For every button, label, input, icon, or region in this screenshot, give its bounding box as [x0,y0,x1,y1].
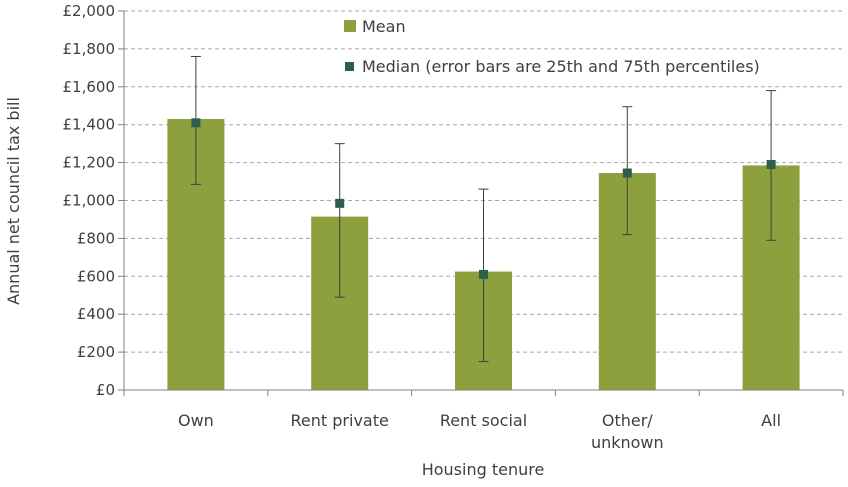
category-label: All [761,411,781,430]
y-tick-label: £800 [77,229,115,247]
y-tick-label: £600 [77,267,115,285]
median-marker [766,159,776,169]
legend-label-median: Median (error bars are 25th and 75th per… [362,57,760,76]
category-label: Other/unknown [591,411,664,452]
y-tick-label: £1,400 [63,116,116,134]
y-axis-title: Annual net council tax bill [4,97,23,305]
median-markers [191,118,776,279]
y-tick-label: £400 [77,305,115,323]
error-bars [190,55,777,363]
median-marker [335,198,345,208]
y-tick-label: £1,600 [63,78,116,96]
x-axis-title: Housing tenure [422,460,545,479]
category-label: Rent private [291,411,389,430]
y-tick-label: £200 [77,343,115,361]
category-label: Own [178,411,214,430]
y-tick-label: £1,200 [63,154,116,172]
y-tick-label: £1,000 [63,192,116,210]
category-label: Rent social [440,411,527,430]
y-axis-ticks: £0 £200 £400 £600 £800 £1,000 £1,200 £1,400 £1,6… [63,2,116,399]
legend-swatch-median [345,62,354,71]
y-tick-label: £2,000 [63,2,116,20]
y-tick-label: £0 [96,381,115,399]
legend: Mean Median (error bars are 25th and 75t… [344,17,760,76]
axes [118,10,844,396]
y-tick-label: £1,800 [63,40,116,58]
median-marker [622,168,632,178]
legend-swatch-mean [344,20,356,32]
median-marker [191,118,201,128]
legend-label-mean: Mean [362,17,406,36]
median-marker [479,269,488,279]
x-axis-category-labels: Own Rent private Rent social Other/unknown A… [178,411,781,452]
